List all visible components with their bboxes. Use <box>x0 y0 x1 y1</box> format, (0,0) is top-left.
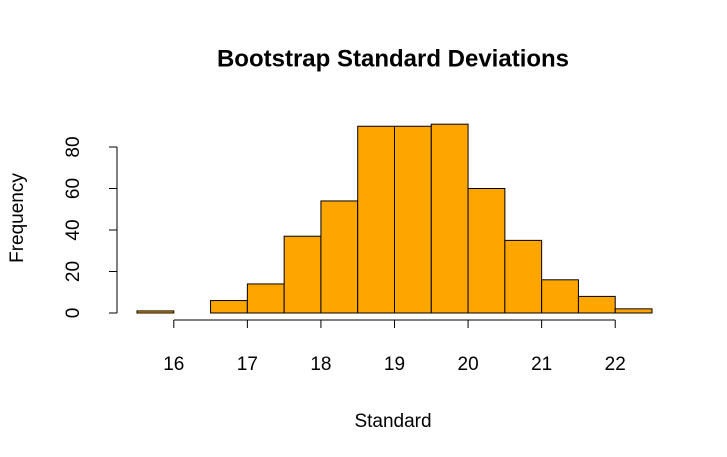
x-tick-label: 16 <box>163 354 184 375</box>
y-axis-label: Frequency <box>7 173 28 263</box>
x-tick-label: 19 <box>384 354 405 375</box>
bar <box>357 125 396 314</box>
y-tick-label: 20 <box>63 261 84 282</box>
x-tick-label: 18 <box>310 354 331 375</box>
x-tick-label: 21 <box>531 354 552 375</box>
bar <box>246 283 285 314</box>
bar <box>577 295 616 314</box>
bar <box>430 123 469 314</box>
x-tick-label: 20 <box>458 354 479 375</box>
bar <box>504 239 543 314</box>
chart-title: Bootstrap Standard Deviations <box>217 45 569 72</box>
x-tick-label: 22 <box>605 354 626 375</box>
x-axis-label: Standard <box>354 411 431 432</box>
bar <box>614 308 653 314</box>
bar <box>320 200 359 314</box>
y-tick-label: 60 <box>63 178 84 199</box>
bar <box>136 310 175 314</box>
bar <box>467 188 506 314</box>
bar <box>541 279 579 314</box>
y-tick-label: 80 <box>63 136 84 157</box>
y-tick-label: 0 <box>63 308 84 319</box>
bar <box>394 125 432 314</box>
y-tick-label: 40 <box>63 219 84 240</box>
bar <box>283 235 322 314</box>
x-tick-label: 17 <box>237 354 258 375</box>
bar <box>210 300 248 314</box>
